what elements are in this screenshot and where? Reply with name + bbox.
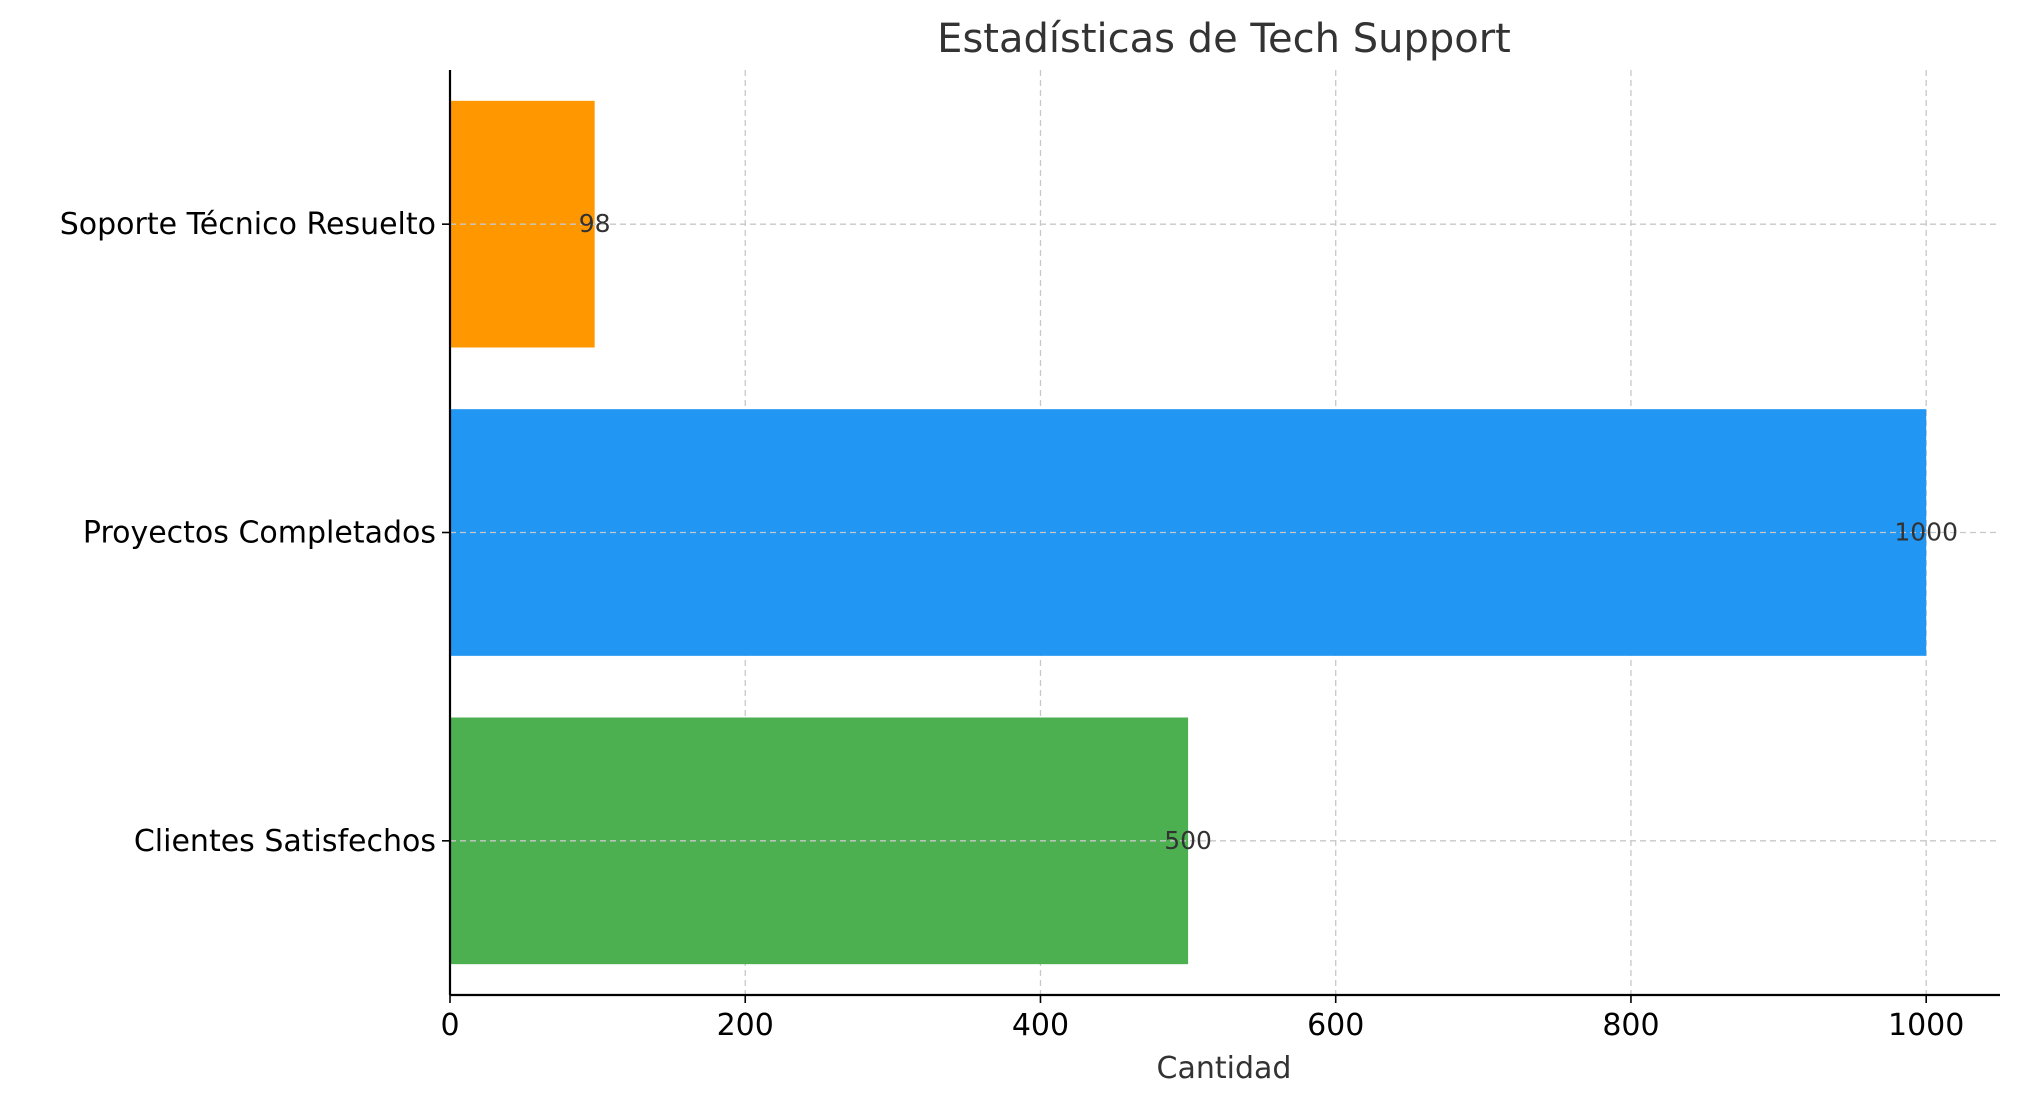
x-axis-label: Cantidad	[1157, 1051, 1292, 1086]
chart-title: Estadísticas de Tech Support	[937, 16, 1511, 62]
y-grid-overlay	[450, 223, 2000, 842]
data-label: 98	[579, 209, 611, 238]
y-tick-label: Clientes Satisfechos	[134, 824, 436, 859]
y-tick-label: Proyectos Completados	[83, 516, 436, 551]
x-tick-label: 800	[1602, 1008, 1659, 1043]
axes-layer	[442, 70, 2000, 1003]
x-tick-label: 1000	[1888, 1008, 1964, 1043]
x-tick-label: 600	[1307, 1008, 1364, 1043]
data-label: 1000	[1894, 518, 1958, 547]
x-tick-label: 400	[1012, 1008, 1069, 1043]
x-tick-label: 200	[717, 1008, 774, 1043]
x-tick-label: 0	[440, 1008, 459, 1043]
labels-layer: 0 200 400 600 800 1000 Clientes Satisfechos Pro…	[60, 207, 1965, 1043]
data-label: 500	[1164, 826, 1212, 855]
y-tick-label: Soporte Técnico Resuelto	[60, 207, 436, 242]
